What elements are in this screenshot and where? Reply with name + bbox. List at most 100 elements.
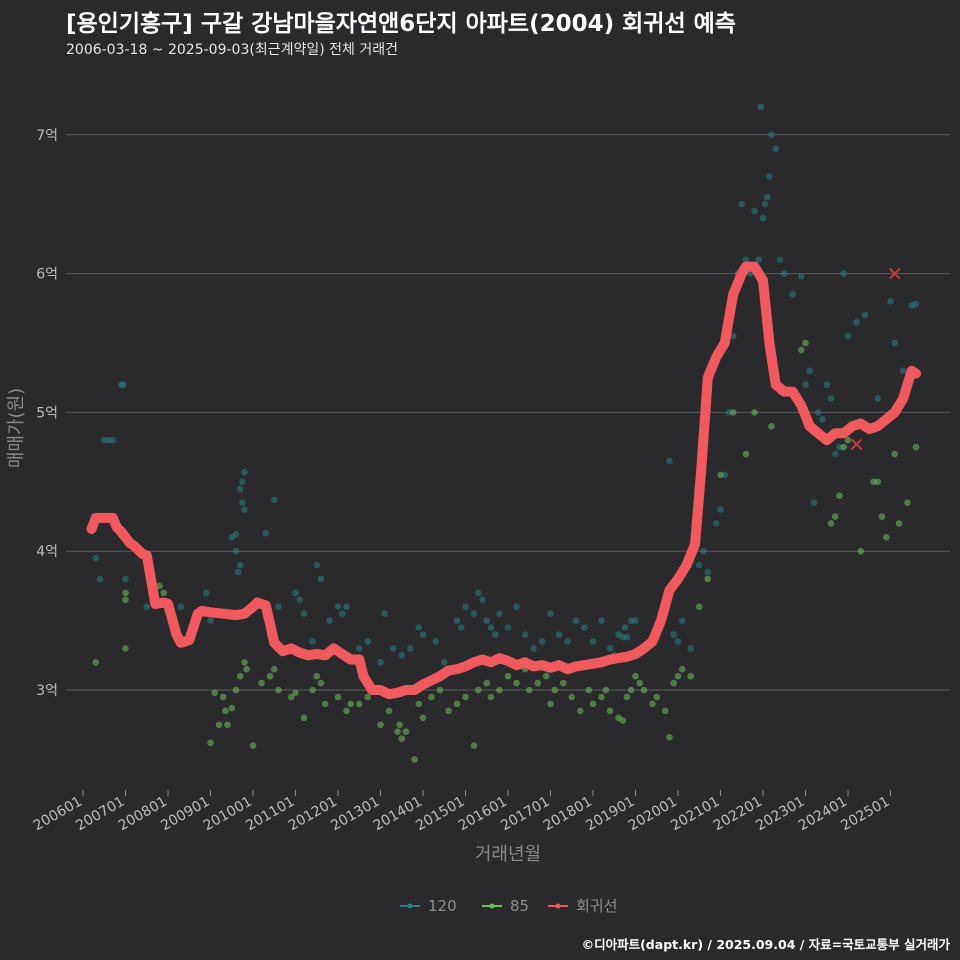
data-point-120 <box>887 298 894 305</box>
data-point-85 <box>636 679 644 687</box>
data-point-120 <box>853 318 860 326</box>
data-point-85 <box>640 686 648 694</box>
data-point-85 <box>653 693 661 701</box>
data-point-85 <box>802 339 809 347</box>
data-point-85 <box>666 733 673 741</box>
data-point-120 <box>759 214 767 222</box>
data-point-120 <box>768 131 775 139</box>
data-point-85 <box>840 443 848 451</box>
data-point-120 <box>313 561 321 569</box>
legend: 120 85 회귀선 <box>400 897 617 915</box>
data-point-85 <box>729 409 737 416</box>
data-point-120 <box>598 617 605 624</box>
data-point-85 <box>453 700 461 708</box>
series-85-points <box>92 339 920 763</box>
data-point-85 <box>751 409 758 416</box>
data-point-120 <box>491 631 499 638</box>
data-point-85 <box>576 707 584 715</box>
data-point-120 <box>232 547 240 555</box>
data-point-85 <box>317 679 325 687</box>
data-point-85 <box>398 735 406 742</box>
data-point-85 <box>904 499 911 506</box>
data-point-120 <box>823 381 831 388</box>
data-point-85 <box>266 672 274 680</box>
data-point-85 <box>292 689 299 697</box>
data-point-85 <box>321 700 329 708</box>
data-point-85 <box>300 714 308 722</box>
x-axis-ticks: 2006012007012008012009012010012011012012… <box>31 790 893 834</box>
data-point-85 <box>695 603 703 611</box>
data-point-120 <box>780 270 788 277</box>
data-point-120 <box>738 200 746 208</box>
data-point-120 <box>234 568 242 576</box>
data-point-120 <box>487 624 495 631</box>
legend-label: 85 <box>510 897 529 915</box>
data-point-85 <box>309 686 316 694</box>
data-point-120 <box>364 638 372 645</box>
data-point-120 <box>687 645 695 652</box>
data-point-85 <box>606 707 614 715</box>
data-point-85 <box>156 582 163 590</box>
data-point-85 <box>355 700 363 708</box>
legend-item-1: 85 <box>482 897 529 915</box>
data-point-120 <box>109 436 117 444</box>
data-point-120 <box>606 645 614 652</box>
data-point-120 <box>504 624 512 631</box>
data-point-85 <box>287 693 295 701</box>
data-point-85 <box>487 693 495 701</box>
data-point-120 <box>717 506 724 513</box>
data-point-120 <box>377 658 384 666</box>
data-point-120 <box>122 575 129 583</box>
data-point-120 <box>120 381 127 388</box>
data-point-120 <box>317 575 325 583</box>
data-point-85 <box>559 679 567 687</box>
data-point-85 <box>589 700 597 708</box>
data-point-120 <box>712 520 720 527</box>
data-point-120 <box>831 450 839 458</box>
data-point-120 <box>236 561 244 569</box>
data-point-85 <box>585 686 593 694</box>
data-point-120 <box>810 499 818 506</box>
data-point-120 <box>232 531 240 538</box>
data-point-120 <box>742 256 750 263</box>
data-point-120 <box>275 603 282 611</box>
data-point-120 <box>581 624 588 631</box>
data-point-120 <box>844 332 852 340</box>
data-point-85 <box>419 714 427 722</box>
data-point-120 <box>555 631 563 638</box>
data-point-85 <box>882 534 890 541</box>
data-point-85 <box>912 443 920 451</box>
data-point-85 <box>415 700 423 708</box>
data-point-85 <box>222 707 229 715</box>
legend-label: 120 <box>428 897 457 915</box>
data-point-85 <box>236 672 244 680</box>
legend-label: 회귀선 <box>576 897 617 915</box>
data-point-120 <box>483 617 491 624</box>
data-point-85 <box>347 700 355 708</box>
data-point-120 <box>704 568 712 576</box>
data-point-120 <box>236 485 244 493</box>
data-point-85 <box>525 686 533 694</box>
data-point-85 <box>513 679 520 687</box>
data-point-120 <box>270 496 278 504</box>
data-point-85 <box>275 686 282 694</box>
legend-swatch-dot <box>489 903 495 909</box>
data-point-120 <box>772 145 780 152</box>
data-point-85 <box>228 704 236 712</box>
y-tick-label: 3억 <box>36 683 58 699</box>
data-point-85 <box>343 707 350 715</box>
data-point-85 <box>496 686 503 694</box>
data-point-85 <box>160 589 168 597</box>
data-point-120 <box>355 645 363 652</box>
data-point-120 <box>797 273 805 280</box>
data-point-85 <box>122 645 129 652</box>
data-point-120 <box>666 457 673 465</box>
data-point-85 <box>122 589 129 597</box>
data-point-85 <box>534 679 542 687</box>
data-point-85 <box>394 728 401 735</box>
data-point-120 <box>389 645 397 652</box>
data-point-85 <box>542 672 550 680</box>
data-point-120 <box>453 617 461 624</box>
data-point-85 <box>224 721 231 729</box>
data-point-85 <box>670 679 678 687</box>
